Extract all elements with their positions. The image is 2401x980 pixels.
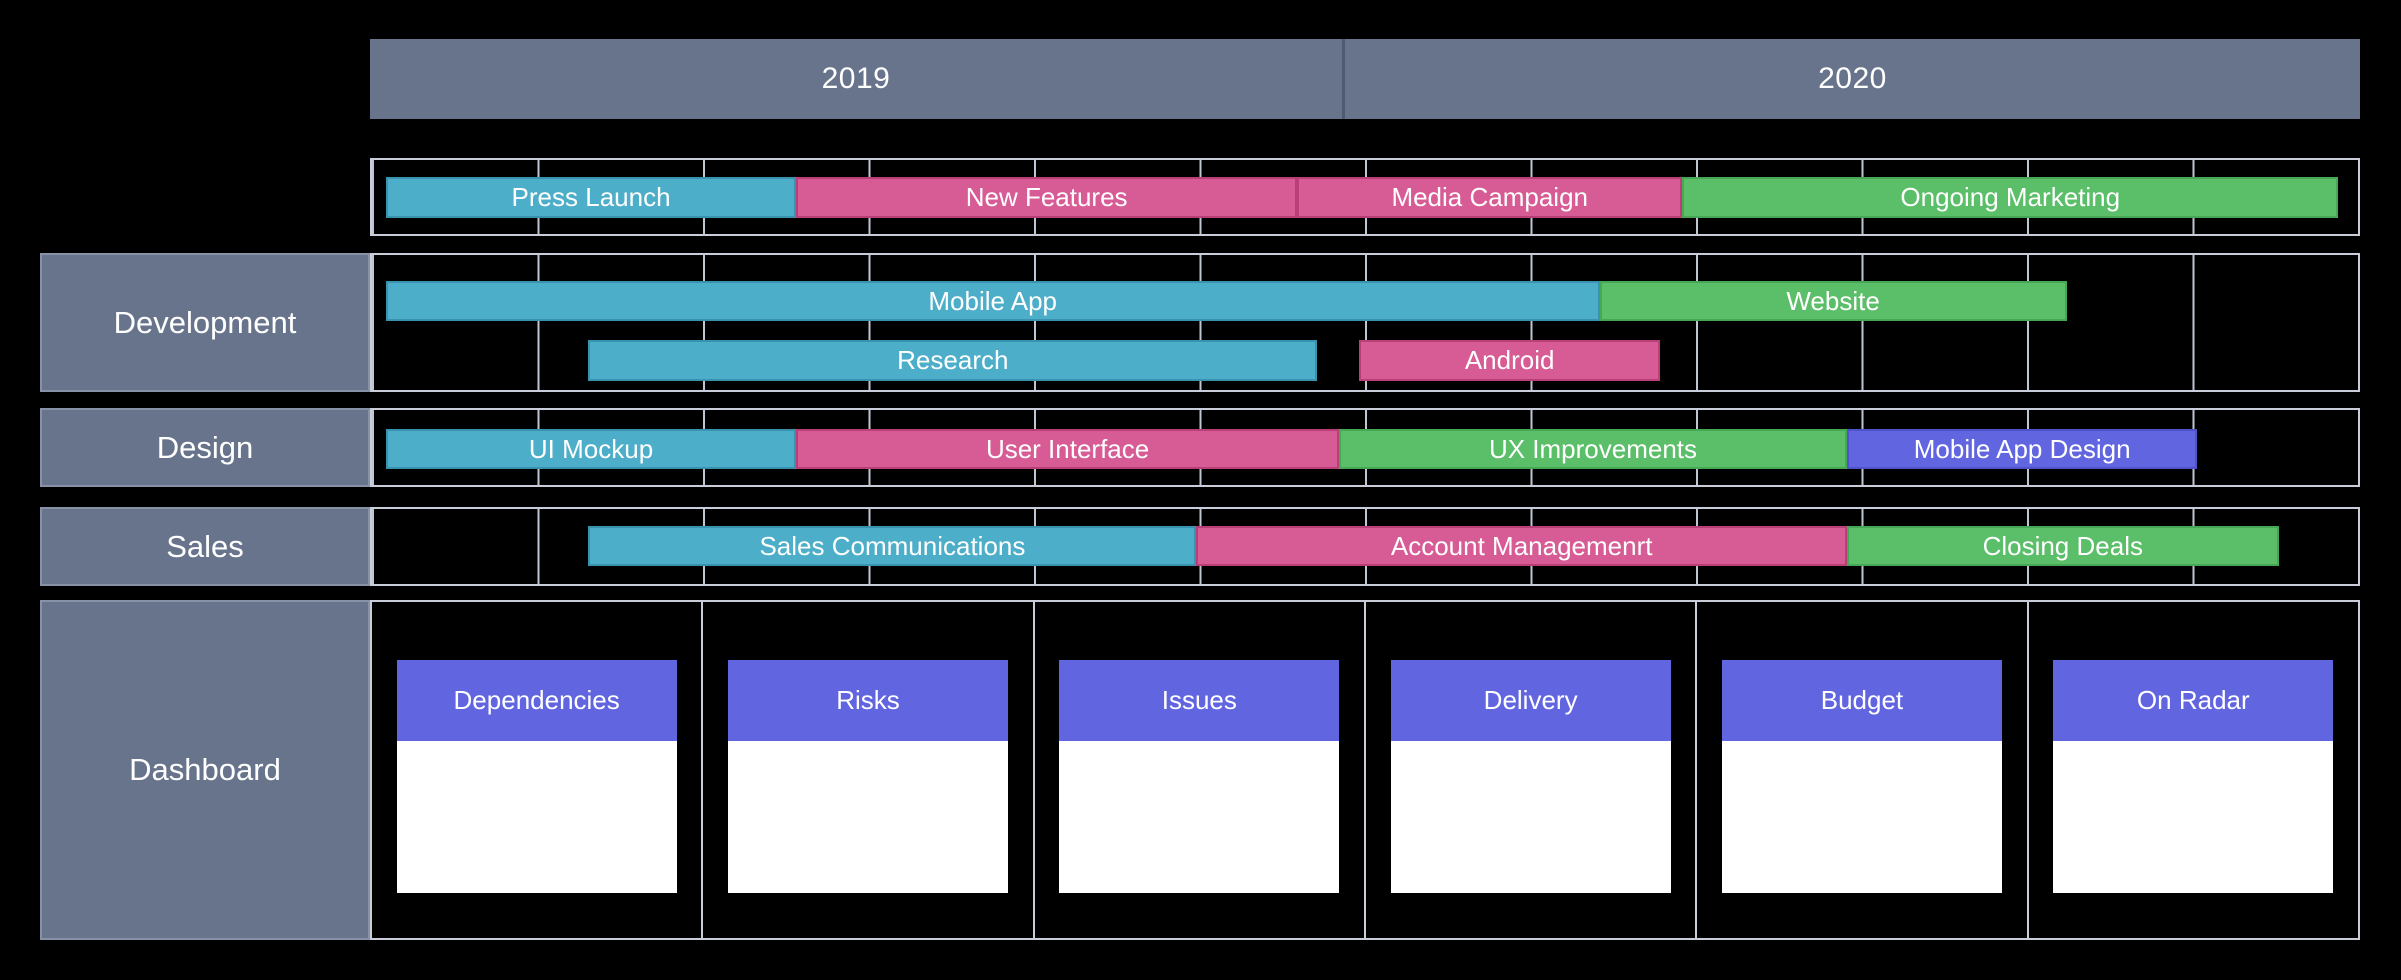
gantt-bar-label: Mobile App Design [1913,433,2131,464]
gantt-bar-label: Sales Communications [759,530,1026,561]
dashboard-card-title: On Radar [2136,685,2250,715]
dashboard-cell: Risks [701,602,1032,938]
bar-ux-improvements[interactable]: UX Improvements [1338,429,1847,469]
dashboard-card-on-radar[interactable]: On Radar [2053,660,2334,893]
year-cell-2019[interactable]: 2019 [821,62,891,95]
year-divider [1341,39,1345,119]
gantt-bar-label: UX Improvements [1488,433,1698,464]
dashboard-card-title: Delivery [1483,685,1578,715]
dashboard-cell: Budget [1695,602,2026,938]
dashboard-card-body [2053,741,2334,893]
timeline-year-header: 2019 2020 [370,39,2360,119]
bar-account-managemenrt[interactable]: Account Managemenrt [1196,526,1847,566]
dashboard-card-risks[interactable]: Risks [728,660,1008,893]
gantt-bar-label: New Features [965,182,1128,212]
dashboard-cell: Delivery [1363,602,1695,938]
gantt-bar-label: Mobile App [928,285,1058,316]
dashboard-card-body [1722,741,2002,893]
dashboard-card-title: Risks [836,685,900,715]
bar-ongoing-marketing[interactable]: Ongoing Marketing [1682,177,2339,218]
dashboard-card-header: Dependencies [396,660,677,741]
gantt-bar-label: Account Managemenrt [1390,530,1653,561]
dashboard-card-issues[interactable]: Issues [1059,660,1340,893]
bar-android[interactable]: Android [1359,340,1661,381]
gantt-bar-label: Android [1464,345,1555,375]
gantt-bar-label: UI Mockup [528,433,654,464]
dashboard-card-delivery[interactable]: Delivery [1390,660,1671,893]
dashboard-card-header: On Radar [2053,660,2334,741]
bar-mobile-app-design[interactable]: Mobile App Design [1847,429,2198,469]
dashboard-card-header: Budget [1722,660,2002,741]
dashboard-card-header: Delivery [1390,660,1671,741]
bar-media-campaign[interactable]: Media Campaign [1297,177,1683,218]
section-label-design[interactable]: Design [40,408,370,487]
dashboard-card-title: Budget [1820,685,1904,715]
bar-user-interface[interactable]: User Interface [796,429,1339,469]
gantt-bar-label: Ongoing Marketing [1900,182,2121,212]
bar-website[interactable]: Website [1599,281,2067,321]
bar-sales-communications[interactable]: Sales Communications [588,526,1197,566]
swimlane-development: Mobile App Website Research Android [370,253,2360,392]
bar-ui-mockup[interactable]: UI Mockup [385,429,797,469]
bar-mobile-app[interactable]: Mobile App [385,281,1600,321]
swimlane-design: UI Mockup User Interface UX Improvements… [370,408,2360,487]
dashboard-card-header: Risks [728,660,1008,741]
year-cell-2020[interactable]: 2020 [1818,62,1887,95]
dashboard-card-title: Issues [1161,685,1237,715]
gantt-bar-label: Research [897,345,1009,375]
swimlane-dashboard: Dependencies Risks Issues Delivery [370,600,2360,940]
swimlane-marketing: Press Launch New Features Media Campaign… [370,158,2360,236]
gantt-bar-label: Website [1786,285,1880,316]
dashboard-card-dependencies[interactable]: Dependencies [396,660,677,893]
section-label-sales[interactable]: Sales [40,507,370,586]
dashboard-cell: Issues [1032,602,1364,938]
swimlane-sales: Sales Communications Account Managemenrt… [370,507,2360,586]
dashboard-card-header: Issues [1059,660,1340,741]
bar-press-launch[interactable]: Press Launch [385,177,797,218]
dashboard-card-body [1390,741,1671,893]
dashboard-cell: On Radar [2026,602,2358,938]
gantt-bar-label: Media Campaign [1391,182,1588,212]
dashboard-card-body [396,741,677,893]
section-label-dashboard[interactable]: Dashboard [40,600,370,940]
gantt-bar-label: Press Launch [511,182,671,212]
dashboard-card-body [728,741,1008,893]
bar-closing-deals[interactable]: Closing Deals [1847,526,2279,566]
dashboard-cell: Dependencies [372,602,701,938]
bar-research[interactable]: Research [588,340,1318,381]
dashboard-card-body [1059,741,1340,893]
bar-new-features[interactable]: New Features [796,177,1298,218]
gantt-bar-label: User Interface [985,433,1150,464]
dashboard-card-budget[interactable]: Budget [1722,660,2002,893]
dashboard-card-title: Dependencies [453,685,620,715]
gantt-bar-label: Closing Deals [1982,530,2143,561]
section-label-development[interactable]: Development [40,253,370,392]
